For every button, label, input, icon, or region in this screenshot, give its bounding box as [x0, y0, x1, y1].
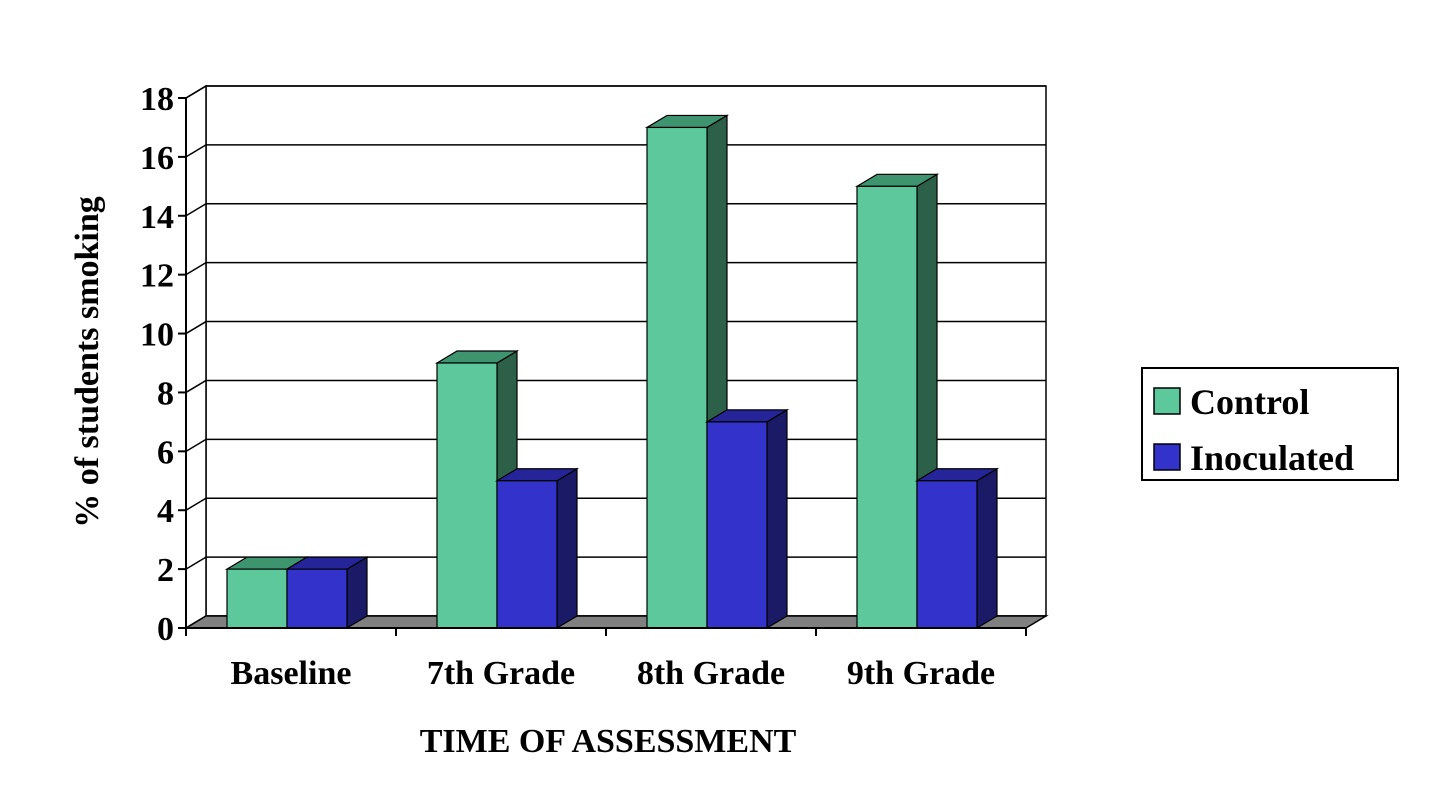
legend-box — [1141, 367, 1399, 481]
y-tick-label: 2 — [157, 552, 174, 589]
legend-swatch — [1153, 387, 1181, 415]
bar — [704, 408, 790, 630]
x-axis-ticks: Baseline 7th Grade 8th Grade 9th Grade — [185, 627, 1027, 692]
bar — [914, 467, 1000, 630]
bar-side — [976, 467, 998, 630]
bar-front — [706, 421, 768, 629]
y-tick-label: 6 — [157, 434, 174, 471]
gridline-side — [185, 262, 207, 276]
gridline-side — [185, 320, 207, 335]
y-axis-ticks: 0 2 4 6 8 10 12 14 16 18 — [140, 81, 187, 648]
gridline-side — [185, 379, 207, 394]
y-tick-label: 4 — [157, 493, 174, 530]
bar-front — [286, 568, 348, 629]
y-tick-label: 18 — [140, 81, 174, 118]
y-tick-label: 8 — [157, 375, 174, 412]
x-tick-label: 9th Grade — [847, 655, 995, 692]
bar-front — [856, 185, 918, 629]
legend: Control Inoculated — [1141, 367, 1399, 481]
bar-side — [556, 467, 578, 630]
x-tick-label: 7th Grade — [427, 655, 575, 692]
legend-label: Control — [1190, 382, 1309, 422]
x-tick-label: 8th Grade — [637, 655, 785, 692]
y-tick-label: 14 — [140, 199, 174, 236]
bar-front — [226, 568, 288, 629]
gridline-side — [185, 203, 207, 217]
gridline-side — [185, 497, 207, 511]
bar — [494, 467, 580, 630]
bar-front — [436, 362, 498, 629]
gridline-side — [185, 556, 207, 570]
bar-front — [496, 480, 558, 629]
y-tick-label: 12 — [140, 258, 174, 295]
legend-label: Inoculated — [1190, 438, 1354, 478]
y-tick-label: 0 — [157, 611, 174, 648]
bar-front — [916, 480, 978, 629]
x-axis-title: TIME OF ASSESSMENT — [420, 723, 797, 760]
gridline-side — [185, 85, 207, 99]
side-wall — [185, 84, 207, 630]
y-tick-label: 16 — [140, 140, 174, 177]
gridline-side — [185, 438, 207, 452]
bars — [224, 114, 1000, 630]
bar — [284, 556, 370, 630]
y-tick-label: 10 — [140, 317, 174, 354]
legend-swatch — [1153, 443, 1181, 471]
bar-front — [646, 126, 708, 629]
gridline-side — [185, 144, 207, 158]
y-axis-title: % of students smoking — [69, 196, 106, 528]
x-tick-label: Baseline — [231, 655, 352, 692]
bar-side — [766, 408, 788, 630]
